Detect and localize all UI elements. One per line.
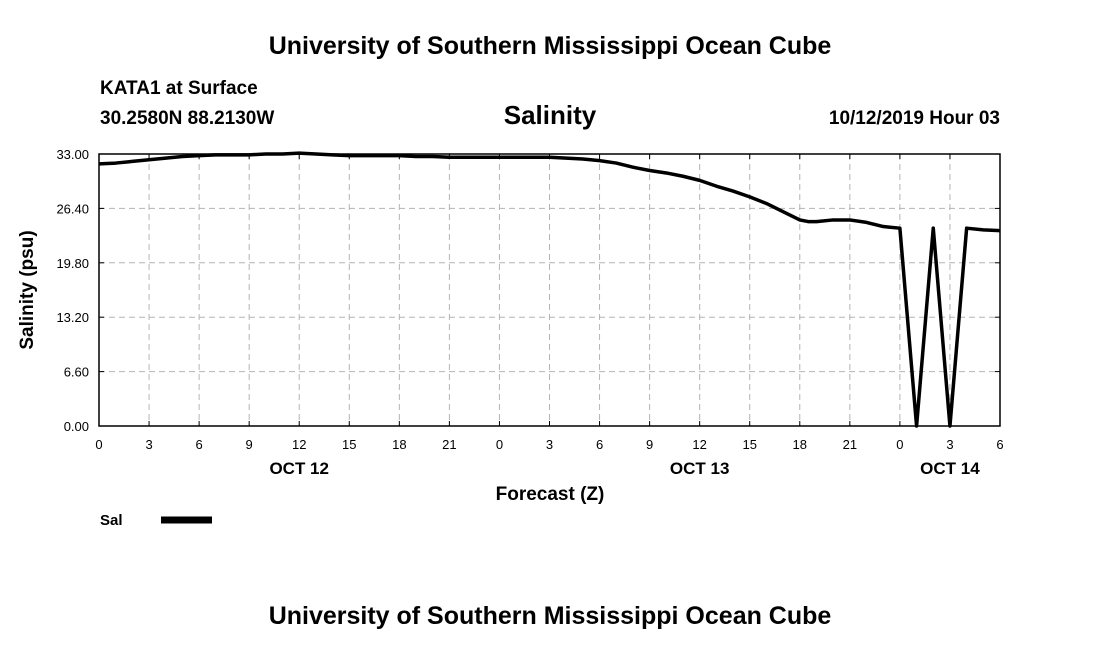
x-tick-label: 0 xyxy=(896,437,903,452)
station-coordinates: 30.2580N 88.2130W xyxy=(100,108,274,129)
footer-title: University of Southern Mississippi Ocean… xyxy=(269,602,832,630)
y-tick-label: 13.20 xyxy=(56,310,89,325)
valid-time-label: 10/12/2019 Hour 03 xyxy=(829,108,1000,129)
x-tick-label: 6 xyxy=(195,437,202,452)
x-tick-label: 21 xyxy=(843,437,857,452)
y-tick-label: 26.40 xyxy=(56,201,89,216)
x-tick-label: 6 xyxy=(996,437,1003,452)
y-tick-labels: 0.00 6.60 13.20 19.80 26.40 33.00 xyxy=(56,147,89,434)
chart-title: Salinity xyxy=(504,100,597,130)
x-tick-label: 18 xyxy=(793,437,807,452)
chart-header-title: University of Southern Mississippi Ocean… xyxy=(269,32,832,60)
x-tick-label: 0 xyxy=(95,437,102,452)
day-labels: OCT 12 OCT 13 OCT 14 xyxy=(269,459,980,478)
x-tick-labels: 0 3 6 9 12 15 18 21 0 3 6 9 12 15 18 21 0 3 6 xyxy=(95,437,1003,452)
y-axis-label: Salinity (psu) xyxy=(17,230,38,349)
x-tick-label: 18 xyxy=(392,437,406,452)
x-tick-label: 15 xyxy=(342,437,356,452)
x-tick-label: 12 xyxy=(692,437,706,452)
x-tick-label: 6 xyxy=(596,437,603,452)
x-tick-label: 3 xyxy=(145,437,152,452)
x-tick-label: 15 xyxy=(742,437,756,452)
y-tick-label: 33.00 xyxy=(56,147,89,162)
y-tick-label: 6.60 xyxy=(64,365,89,380)
x-tick-label: 21 xyxy=(442,437,456,452)
station-label: KATA1 at Surface xyxy=(100,78,258,99)
x-tick-label: 3 xyxy=(546,437,553,452)
day-label: OCT 12 xyxy=(269,459,329,478)
x-tick-label: 0 xyxy=(496,437,503,452)
plot-frame xyxy=(98,153,1001,427)
y-tick-label: 0.00 xyxy=(64,419,89,434)
x-tick-label: 12 xyxy=(292,437,306,452)
x-tick-label: 9 xyxy=(246,437,253,452)
x-axis-label: Forecast (Z) xyxy=(496,484,605,505)
legend: Sal xyxy=(100,512,212,529)
x-tick-label: 9 xyxy=(646,437,653,452)
grid-lines xyxy=(99,154,1000,426)
legend-label-sal: Sal xyxy=(100,512,123,529)
day-label: OCT 13 xyxy=(670,459,730,478)
x-tick-label: 3 xyxy=(946,437,953,452)
day-label: OCT 14 xyxy=(920,459,980,478)
y-tick-label: 19.80 xyxy=(56,256,89,271)
